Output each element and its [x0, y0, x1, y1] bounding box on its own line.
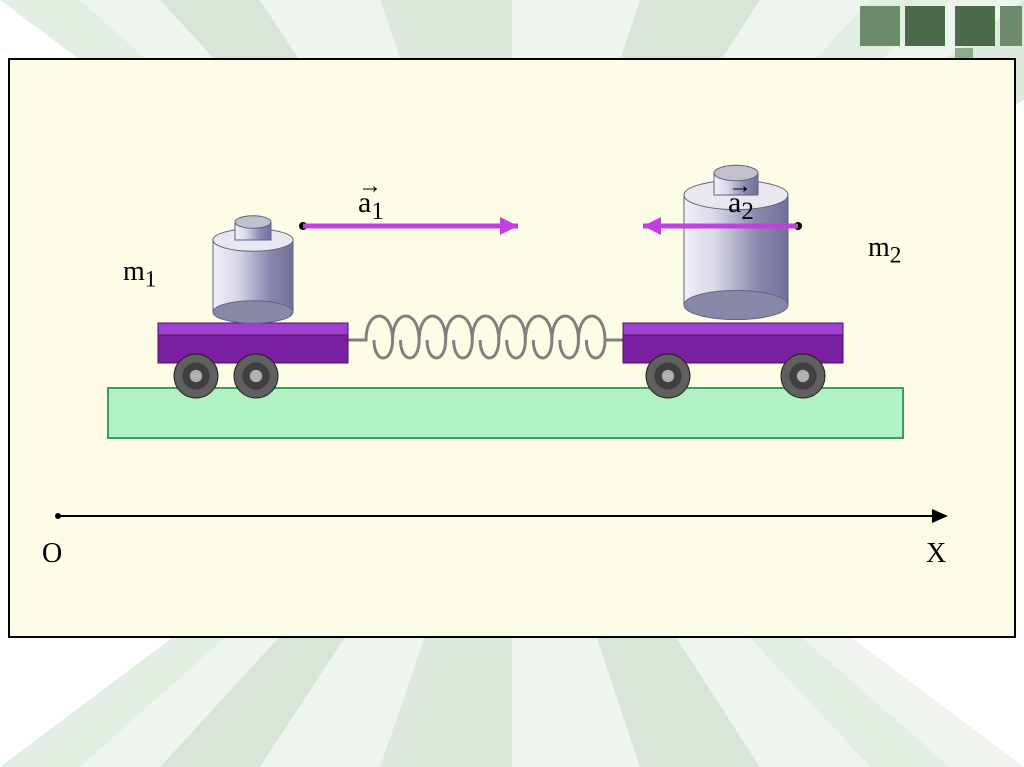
cart-2 [623, 165, 843, 398]
track [108, 388, 903, 438]
spring [348, 316, 623, 358]
vector-a1 [299, 217, 518, 235]
cart-1 [158, 216, 348, 398]
physics-diagram [28, 78, 996, 618]
x-axis [55, 509, 948, 523]
